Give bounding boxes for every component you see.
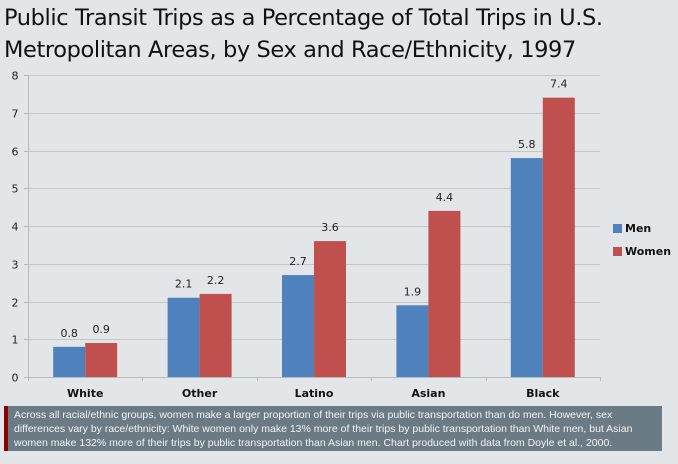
bar-men-other (167, 297, 200, 377)
chart-title: Public Transit Trips as a Percentage of … (4, 5, 603, 63)
y-tick-label: 6 (12, 146, 19, 159)
bars (53, 97, 575, 378)
y-tick-label: 1 (12, 334, 19, 347)
legend: Men Women (613, 217, 671, 263)
y-tick-label: 3 (12, 259, 19, 272)
legend-item-women: Women (613, 240, 671, 263)
y-tick-label: 8 (12, 70, 19, 83)
data-label-men-white: 0.8 (60, 327, 78, 340)
y-axis-ticks: 0 1 2 3 4 5 6 7 8 (12, 70, 28, 385)
legend-swatch-women (613, 247, 622, 256)
y-tick-label: 5 (12, 183, 19, 196)
bar-men-latino (282, 275, 314, 377)
category-label-other: Other (182, 387, 218, 400)
y-tick-label: 0 (12, 372, 19, 385)
data-label-men-other: 2.1 (175, 278, 193, 291)
bar-women-asian (428, 210, 461, 377)
legend-label-women: Women (625, 245, 672, 258)
legend-label-men: Men (625, 222, 652, 235)
category-label-latino: Latino (295, 387, 334, 400)
data-labels: 0.8 0.9 2.1 2.2 2.7 3.6 1.9 4.4 5.8 7.4 (60, 78, 567, 340)
legend-item-men: Men (613, 217, 671, 240)
y-tick-label: 2 (12, 297, 19, 310)
category-label-asian: Asian (411, 387, 445, 400)
bar-women-other (199, 293, 232, 377)
bar-women-black (542, 97, 575, 378)
bar-men-asian (396, 305, 429, 377)
data-label-women-latino: 3.6 (321, 221, 339, 234)
data-label-women-asian: 4.4 (436, 191, 454, 204)
y-tick-label: 4 (12, 221, 19, 234)
legend-swatch-men (613, 224, 622, 233)
bar-women-white (85, 343, 118, 377)
data-label-women-black: 7.4 (550, 78, 568, 91)
data-label-men-latino: 2.7 (289, 255, 307, 268)
bar-women-latino (314, 241, 346, 377)
data-label-women-white: 0.9 (92, 323, 110, 336)
category-labels: White Other Latino Asian Black (28, 377, 601, 400)
y-tick-label: 7 (12, 108, 19, 121)
category-label-white: White (67, 387, 103, 400)
chart-caption: Across all racial/ethnic groups, women m… (4, 406, 662, 451)
bar-men-white (53, 346, 86, 377)
data-label-men-black: 5.8 (518, 138, 536, 151)
bar-men-black (510, 158, 543, 377)
category-label-black: Black (526, 387, 560, 400)
data-label-women-other: 2.2 (207, 274, 225, 287)
data-label-men-asian: 1.9 (404, 285, 422, 298)
bar-chart: 0 1 2 3 4 5 6 7 8 0.8 0.9 2.1 2.2 2.7 3.6 1.9 4.4 5.8 7.4… (12, 70, 601, 400)
